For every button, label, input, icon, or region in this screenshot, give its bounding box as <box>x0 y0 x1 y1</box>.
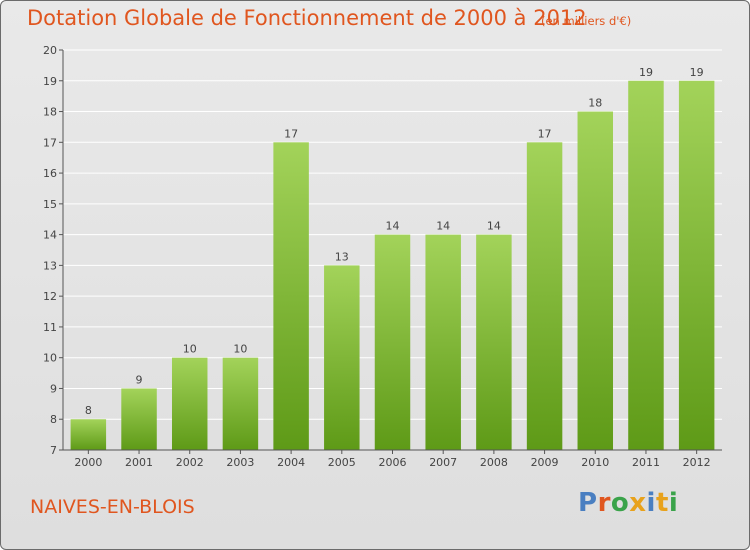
y-tick-label: 14 <box>43 229 57 242</box>
bar-2012 <box>678 80 715 451</box>
bar-2002 <box>171 357 208 450</box>
y-tick-label: 7 <box>50 444 57 457</box>
bar-2006 <box>374 234 411 450</box>
commune-name: NAIVES-EN-BLOIS <box>30 496 195 518</box>
y-tick-label: 20 <box>43 44 57 57</box>
logo-letter: o <box>610 488 630 518</box>
y-tick-label: 15 <box>43 198 57 211</box>
bar-2010 <box>577 111 614 451</box>
x-tick-label-2002: 2002 <box>176 456 204 469</box>
bar-2011 <box>628 80 664 451</box>
bar-2003 <box>222 357 259 450</box>
logo-letter: i <box>646 488 656 518</box>
logo-letter: t <box>655 488 669 518</box>
y-tick-label: 16 <box>43 167 57 180</box>
y-tick-label: 18 <box>43 106 57 119</box>
bar-2001 <box>121 388 157 450</box>
y-tick-label: 9 <box>50 382 57 395</box>
x-tick-label-2006: 2006 <box>379 456 407 469</box>
data-label-2009: 17 <box>538 127 552 140</box>
x-tick-label-2011: 2011 <box>632 456 660 469</box>
x-tick-label-2000: 2000 <box>74 456 102 469</box>
y-tick-label: 17 <box>43 136 57 149</box>
data-label-2001: 9 <box>136 373 143 386</box>
logo-letter: x <box>629 488 647 518</box>
data-label-2010: 18 <box>588 97 602 110</box>
data-label-2011: 19 <box>639 66 653 79</box>
x-tick-label-2009: 2009 <box>531 456 559 469</box>
data-label-2012: 19 <box>690 66 704 79</box>
x-tick-label-2008: 2008 <box>480 456 508 469</box>
y-tick-label: 19 <box>43 75 57 88</box>
bar-2009 <box>526 142 563 451</box>
x-tick-label-2012: 2012 <box>683 456 711 469</box>
bar-2000 <box>70 419 107 450</box>
y-tick-label: 10 <box>43 352 57 365</box>
data-label-2003: 10 <box>233 343 247 356</box>
data-label-2004: 17 <box>284 127 298 140</box>
logo-letter: i <box>668 488 679 518</box>
data-label-2006: 14 <box>386 220 400 233</box>
data-label-2007: 14 <box>436 220 450 233</box>
x-tick-label-2005: 2005 <box>328 456 356 469</box>
x-tick-label-2001: 2001 <box>125 456 153 469</box>
logo-letter: r <box>597 488 611 518</box>
y-tick-label: 11 <box>43 321 57 334</box>
chart-subtitle: (en milliers d'€) <box>541 14 632 28</box>
x-tick-label-2007: 2007 <box>429 456 457 469</box>
data-label-2008: 14 <box>487 220 501 233</box>
x-tick-label-2010: 2010 <box>581 456 609 469</box>
data-label-2002: 10 <box>183 343 197 356</box>
logo-letter: P <box>578 488 598 518</box>
x-tick-label-2004: 2004 <box>277 456 305 469</box>
bar-2005 <box>324 265 360 450</box>
chart-title: Dotation Globale de Fonctionnement de 20… <box>27 6 587 30</box>
x-tick-label-2003: 2003 <box>226 456 254 469</box>
bar-2008 <box>476 234 512 450</box>
data-label-2000: 8 <box>85 404 92 417</box>
data-label-2005: 13 <box>335 250 349 263</box>
bar-2004 <box>273 142 309 451</box>
y-tick-label: 13 <box>43 259 57 272</box>
y-tick-label: 8 <box>50 413 57 426</box>
bar-2007 <box>425 234 461 450</box>
y-tick-label: 12 <box>43 290 57 303</box>
proxiti-logo[interactable]: Proxiti <box>578 488 678 518</box>
